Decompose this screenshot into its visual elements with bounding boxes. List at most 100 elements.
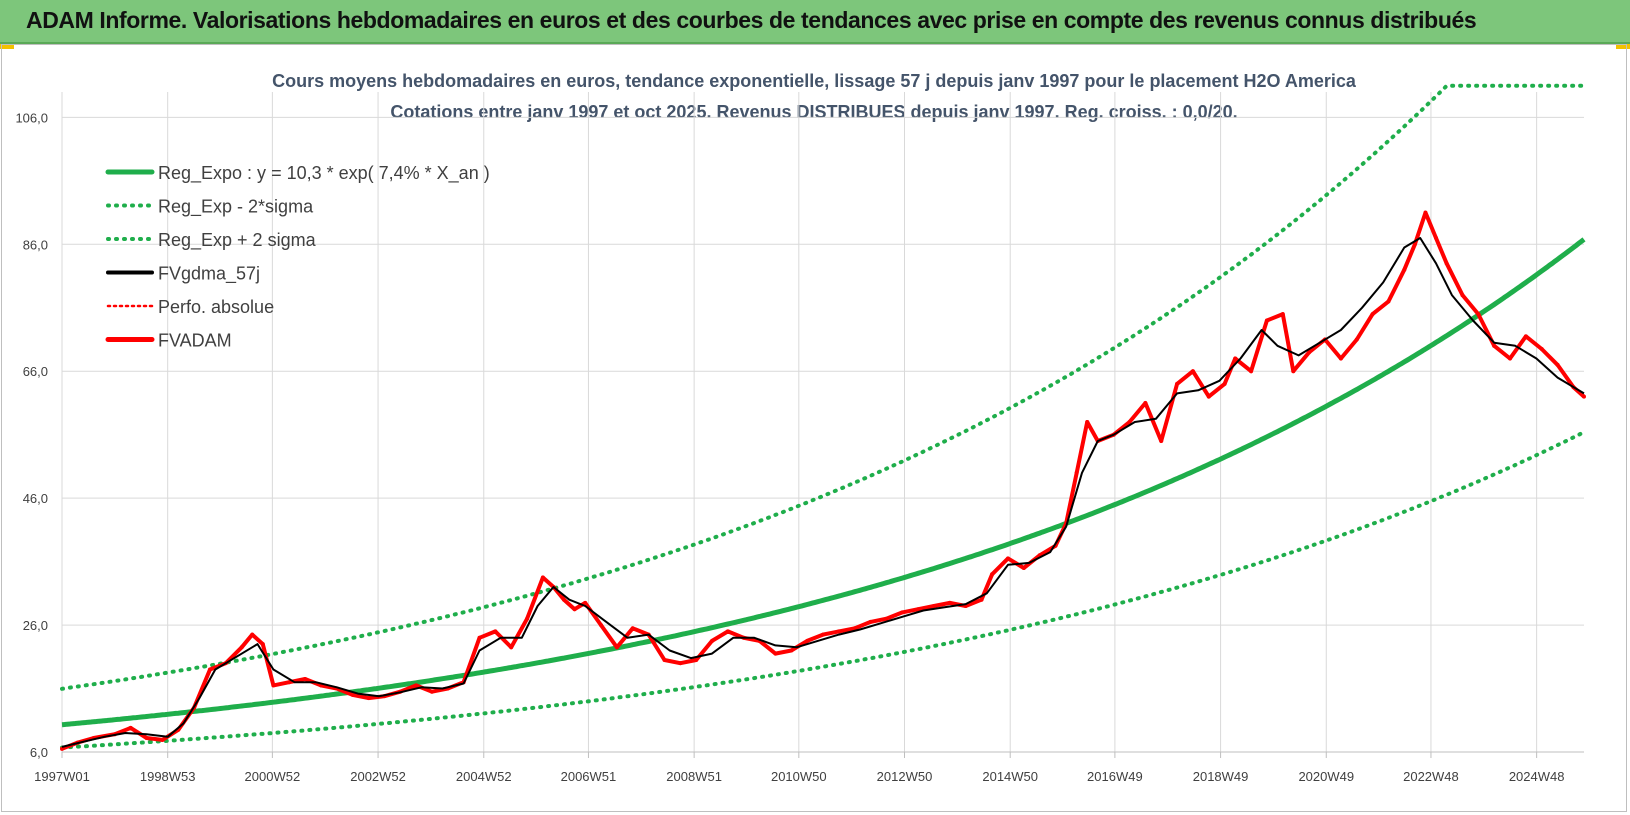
x-tick-label: 2008W51 (666, 769, 722, 784)
fvadam-point (1412, 242, 1417, 247)
band-lower-line (60, 430, 1586, 750)
x-tick-label: 2022W48 (1403, 769, 1459, 784)
fvadam-point (710, 638, 715, 643)
legend-label-perf: Perfo. absolue (158, 297, 274, 317)
fvadam-line (61, 210, 1586, 751)
fvadam-point (599, 623, 604, 628)
fvadam-point (1460, 293, 1465, 298)
fvadam-point (1338, 356, 1343, 361)
fvadam-point (852, 626, 857, 631)
fvadam-point (239, 645, 244, 650)
report-title: ADAM Informe. Valorisations hebdomadaire… (26, 7, 1477, 33)
fvadam-point (128, 725, 133, 730)
fvadam-point (1444, 261, 1449, 266)
fvadam-point (979, 597, 984, 602)
fvadam-point (1021, 565, 1026, 570)
fvadam-point (540, 575, 545, 580)
fvadam-point (947, 600, 952, 605)
fvadam-point (1190, 369, 1195, 374)
fvadam-point (250, 632, 255, 637)
x-tick-label: 2006W51 (561, 769, 617, 784)
y-tick-label: 6,0 (30, 745, 48, 760)
regression-line (61, 237, 1586, 728)
fvadam-point (789, 648, 794, 653)
fvadam-point (1291, 369, 1296, 374)
fvadam-point (1402, 267, 1407, 272)
fvadam-point (366, 696, 371, 701)
fvadam-point (144, 736, 149, 741)
fvadam-point (1264, 318, 1269, 323)
legend-label-reg: Reg_Expo : y = 10,3 * exp( 7,4% * X_an ) (158, 163, 490, 184)
fvadam-point (868, 619, 873, 624)
y-tick-label: 66,0 (23, 364, 48, 379)
x-tick-label: 2010W50 (771, 769, 827, 784)
chart-subtitle: Cotations entre janv 1997 et oct 2025. R… (390, 102, 1237, 122)
x-tick-label: 2018W49 (1193, 769, 1249, 784)
x-tick-label: 2004W52 (456, 769, 512, 784)
band-upper-line (60, 83, 1586, 691)
fvadam-point (1085, 420, 1090, 424)
fvadam-point (1222, 381, 1227, 386)
fvadam-point (1233, 356, 1238, 361)
fvadam-point (60, 746, 64, 751)
y-tick-label: 86,0 (23, 237, 48, 252)
corner-marker-left (0, 44, 14, 49)
fvadam-point (1159, 439, 1164, 444)
fvadam-point (884, 616, 889, 621)
fvadam-point (1476, 312, 1481, 317)
fvadam-point (1175, 381, 1180, 386)
fvadam-point (260, 642, 265, 647)
x-tick-label: 2016W49 (1087, 769, 1143, 784)
fvadam-point (1143, 400, 1148, 405)
fvadam-point (773, 651, 778, 656)
fvadam-point (836, 629, 841, 634)
fvadam-point (931, 604, 936, 609)
fvadam-point (583, 600, 588, 605)
fvadam-point (350, 692, 355, 697)
fvadam-point (1074, 470, 1079, 475)
fvadam-point (429, 689, 434, 694)
x-tick-label: 2024W48 (1509, 769, 1565, 784)
corner-marker-right (1616, 44, 1630, 49)
fvadam-point (207, 667, 212, 672)
fvadam-point (821, 632, 825, 637)
fvadam-point (1005, 556, 1010, 561)
fvadam-point (1492, 343, 1497, 348)
fvadam-point (1582, 394, 1586, 399)
fvadam-point (572, 607, 577, 612)
fvadam-point (509, 645, 514, 650)
fvadam-point (805, 638, 810, 643)
legend-label-low: Reg_Exp - 2*sigma (158, 197, 314, 218)
y-tick-label: 46,0 (23, 491, 48, 506)
y-tick-label: 26,0 (23, 618, 48, 633)
fvadam-point (1423, 210, 1428, 215)
fvadam-point (414, 683, 419, 688)
x-tick-label: 1998W53 (140, 769, 196, 784)
legend-label-high: Reg_Exp + 2 sigma (158, 230, 317, 251)
fvadam-point (303, 677, 308, 682)
chart-frame (1, 44, 1627, 812)
fvadam-point (916, 607, 921, 612)
x-tick-label: 2000W52 (245, 769, 301, 784)
fvadam-point (1307, 350, 1312, 355)
fvadam-point (562, 597, 567, 602)
fvadam-point (160, 737, 165, 742)
x-tick-label: 2014W50 (982, 769, 1038, 784)
x-tick-label: 2012W50 (877, 769, 933, 784)
x-tick-label: 2020W49 (1298, 769, 1354, 784)
legend-label-mma: FVgdma_57j (158, 264, 260, 285)
fvadam-point (525, 616, 530, 621)
x-tick-label: 2002W52 (350, 769, 406, 784)
fvadam-point (1523, 334, 1528, 339)
fvadam-point (990, 572, 995, 577)
fvadam-point (1370, 312, 1375, 317)
y-tick-label: 106,0 (15, 110, 48, 125)
fvadam-point (678, 661, 683, 666)
fvadam-point (1354, 337, 1359, 342)
legend-label-fv: FVADAM (158, 331, 232, 351)
fvadam-point (614, 645, 619, 650)
fvgdma-line (61, 237, 1585, 748)
fvadam-point (1127, 420, 1132, 424)
fvadam-point (493, 629, 498, 634)
